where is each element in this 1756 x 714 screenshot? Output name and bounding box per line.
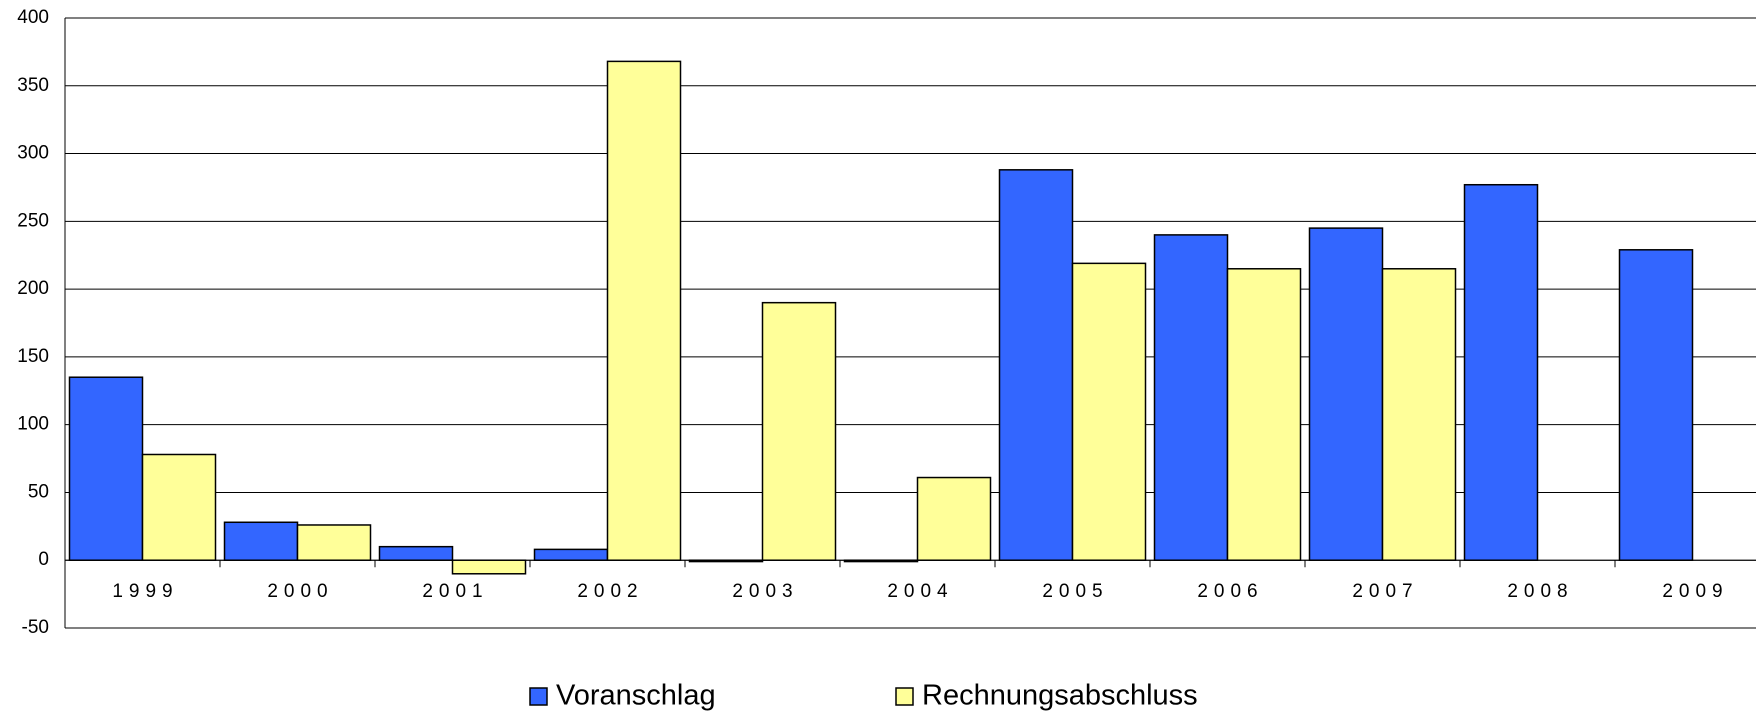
y-tick-label: -50 xyxy=(22,617,49,638)
bar xyxy=(1226,268,1302,561)
y-tick-label: 350 xyxy=(17,75,49,96)
x-tick-label: 2005 xyxy=(1042,581,1108,602)
y-tick-label: 250 xyxy=(17,210,49,231)
legend-swatch xyxy=(895,687,914,706)
bar xyxy=(1463,183,1539,561)
legend-swatch xyxy=(529,687,548,706)
y-tick-label: 50 xyxy=(28,481,49,502)
x-tick-label: 2004 xyxy=(887,581,953,602)
bar xyxy=(606,60,682,561)
bar xyxy=(1308,227,1384,561)
y-tick-label: 150 xyxy=(17,346,49,367)
bar xyxy=(1071,262,1147,561)
y-tick-label: 0 xyxy=(38,549,49,570)
bar xyxy=(1153,234,1229,561)
bar xyxy=(1381,268,1457,561)
x-tick-label: 2001 xyxy=(422,581,488,602)
x-tick-label: 2002 xyxy=(577,581,643,602)
x-tick-label: 1999 xyxy=(112,581,178,602)
bar xyxy=(998,169,1074,561)
bar xyxy=(223,521,299,561)
x-tick-label: 2000 xyxy=(267,581,333,602)
bar xyxy=(761,301,837,561)
bar xyxy=(1618,249,1694,561)
y-tick-label: 400 xyxy=(17,7,49,28)
x-tick-label: 2003 xyxy=(732,581,798,602)
bar xyxy=(68,376,144,561)
y-tick-label: 100 xyxy=(17,414,49,435)
y-tick-label: 200 xyxy=(17,278,49,299)
bar xyxy=(296,524,372,561)
x-tick-label: 2007 xyxy=(1352,581,1418,602)
bar xyxy=(451,559,527,575)
bar xyxy=(916,476,992,561)
y-tick-label: 300 xyxy=(17,143,49,164)
bar xyxy=(533,548,609,561)
legend-label: Voranschlag xyxy=(556,680,716,712)
legend-label: Rechnungsabschluss xyxy=(922,680,1198,712)
x-tick-label: 2009 xyxy=(1662,581,1728,602)
x-tick-label: 2008 xyxy=(1507,581,1573,602)
x-tick-label: 2006 xyxy=(1197,581,1263,602)
bar xyxy=(378,545,454,561)
bar xyxy=(141,453,217,561)
